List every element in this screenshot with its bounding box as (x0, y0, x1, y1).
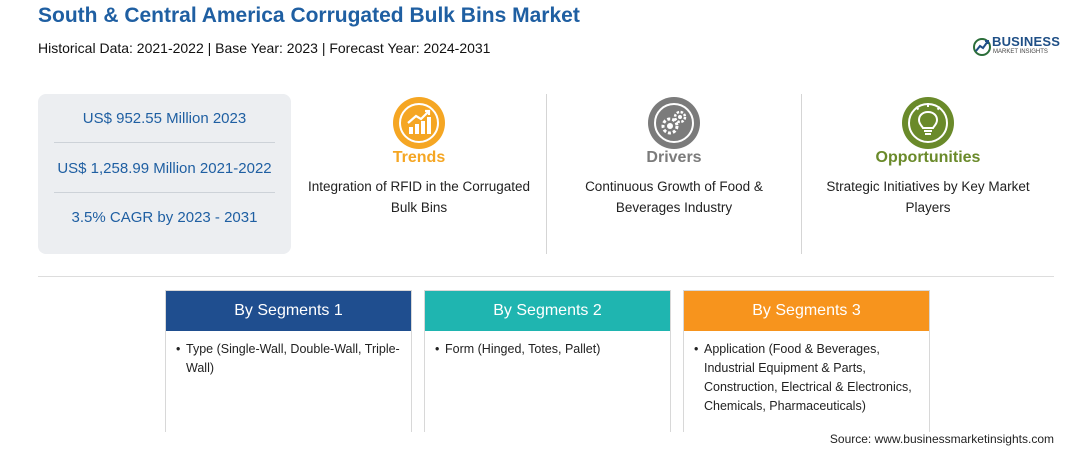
card-heading-drivers: Drivers (646, 149, 702, 166)
segment-bullet-text: Type (Single-Wall, Double-Wall, Triple- … (186, 340, 400, 378)
segment-text-line: Construction, Electrical & Electronics, (704, 380, 912, 394)
segment-heading-1: By Segments 1 (166, 291, 411, 331)
segment-heading-3: By Segments 3 (684, 291, 929, 331)
segment-body-1: • Type (Single-Wall, Double-Wall, Triple… (166, 331, 411, 378)
segment-bullet-item: • Form (Hinged, Totes, Pallet) (435, 340, 660, 359)
source-note: Source: www.businessmarketinsights.com (829, 432, 1054, 446)
card-text-line: Players (905, 200, 951, 215)
bullet-icon: • (176, 342, 181, 356)
logo-wordmark: BUSINESS (992, 34, 1061, 49)
card-text-line: Beverages Industry (615, 200, 733, 215)
logo-tagline: MARKET INSIGHTS (993, 49, 1048, 55)
lightbulb-icon (902, 97, 954, 149)
brand-logo: BUSINESS MARKET INSIGHTS (972, 34, 1062, 60)
card-text-trends: Integration of RFID in the Corrugated Bu… (294, 176, 544, 218)
segment-box-3: By Segments 3 • Application (Food & Beve… (683, 290, 930, 432)
page-title: South & Central America Corrugated Bulk … (38, 4, 580, 27)
card-text-line: Bulk Bins (390, 200, 448, 215)
segment-text-line: Industrial Equipment & Parts, (704, 361, 866, 375)
segment-bullet-text: Form (Hinged, Totes, Pallet) (445, 340, 600, 359)
segment-box-1: By Segments 1 • Type (Single-Wall, Doubl… (165, 290, 412, 432)
bullet-icon: • (435, 342, 440, 356)
section-divider (38, 276, 1054, 277)
stat-divider (54, 142, 275, 143)
card-divider (546, 94, 547, 254)
segment-text-line: Chemicals, Pharmaceuticals) (704, 399, 866, 413)
segment-text-line: Type (Single-Wall, Double-Wall, Triple- (186, 342, 400, 356)
globe-icon (973, 38, 991, 56)
bullet-icon: • (694, 342, 699, 356)
chart-up-icon (393, 97, 445, 149)
card-heading-trends: Trends (392, 149, 446, 166)
card-text-drivers: Continuous Growth of Food & Beverages In… (549, 176, 799, 218)
market-stats-panel: US$ 952.55 Million 2023 US$ 1,258.99 Mil… (38, 94, 291, 254)
segment-text-line: Application (Food & Beverages, (704, 342, 880, 356)
card-text-line: Integration of RFID in the Corrugated (307, 179, 531, 194)
segment-text-line: Wall) (186, 361, 215, 375)
segment-body-2: • Form (Hinged, Totes, Pallet) (425, 331, 670, 359)
card-divider (801, 94, 802, 254)
card-text-opportunities: Strategic Initiatives by Key Market Play… (803, 176, 1053, 218)
segment-text-line: Form (Hinged, Totes, Pallet) (445, 342, 601, 356)
stat-cagr: 3.5% CAGR by 2023 - 2031 (71, 209, 258, 226)
page-subtitle: Historical Data: 2021-2022 | Base Year: … (38, 40, 491, 56)
segment-box-2: By Segments 2 • Form (Hinged, Totes, Pal… (424, 290, 671, 432)
segment-heading-2: By Segments 2 (425, 291, 670, 331)
gears-icon (648, 97, 700, 149)
segment-bullet-text: Application (Food & Beverages, Industria… (704, 340, 912, 416)
segment-bullet-item: • Type (Single-Wall, Double-Wall, Triple… (176, 340, 401, 378)
stat-market-size-historical: US$ 1,258.99 Million 2021-2022 (57, 160, 272, 177)
card-heading-opportunities: Opportunities (875, 149, 981, 166)
stat-divider (54, 192, 275, 193)
card-text-line: Strategic Initiatives by Key Market (826, 179, 1030, 194)
stat-market-size-2023: US$ 952.55 Million 2023 (82, 110, 247, 127)
card-text-line: Continuous Growth of Food & (585, 179, 763, 194)
segment-body-3: • Application (Food & Beverages, Industr… (684, 331, 929, 416)
segment-bullet-item: • Application (Food & Beverages, Industr… (694, 340, 919, 416)
